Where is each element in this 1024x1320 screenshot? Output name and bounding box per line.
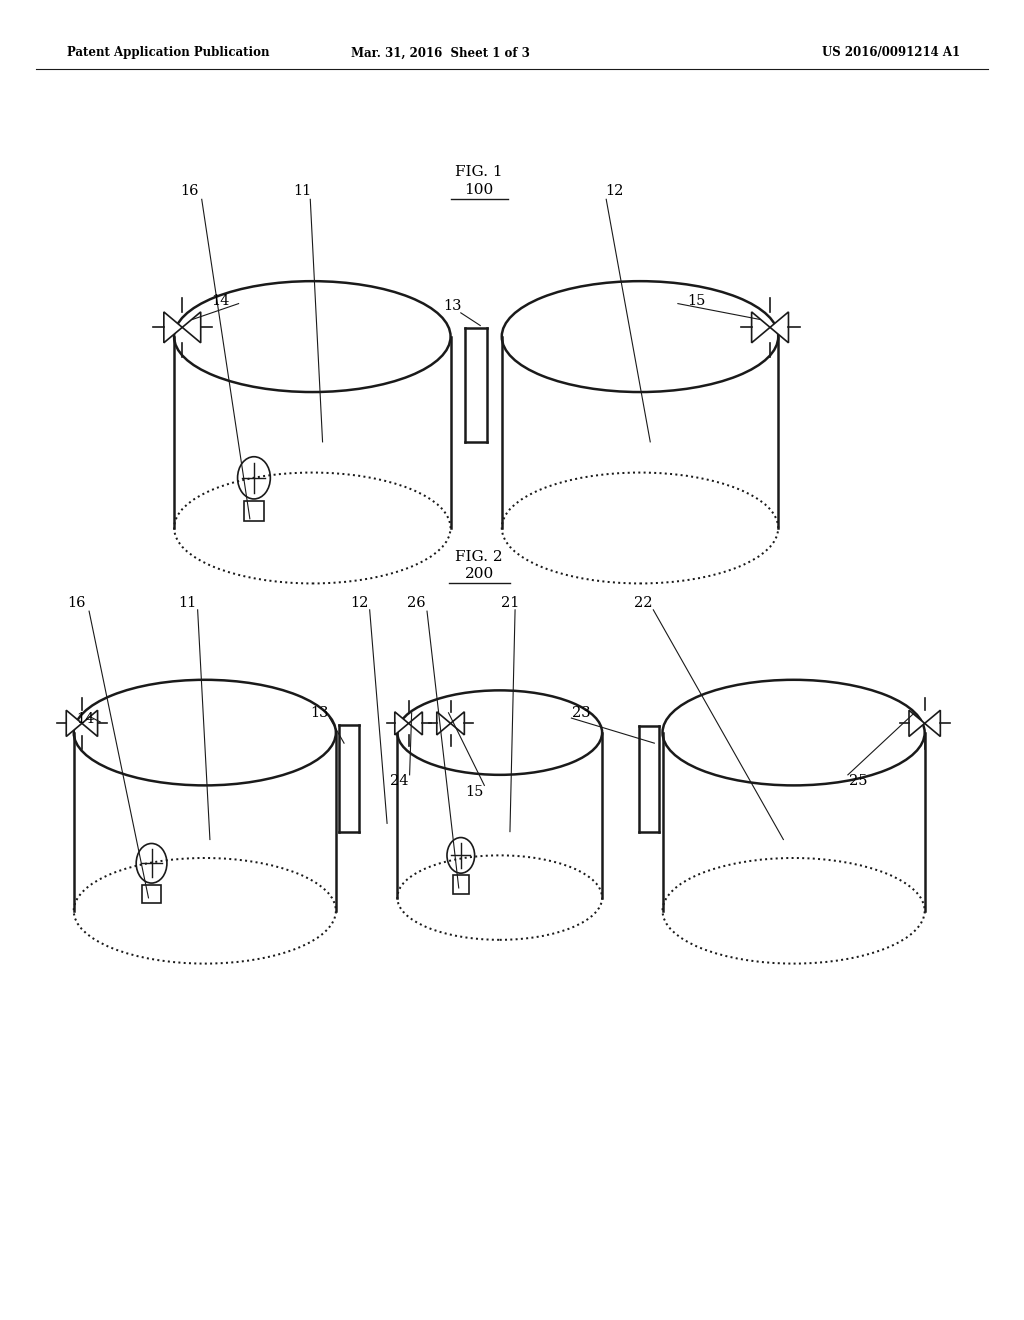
Text: 21: 21 <box>501 597 519 610</box>
Polygon shape <box>925 710 940 737</box>
Text: FIG. 2: FIG. 2 <box>456 550 503 564</box>
Text: 13: 13 <box>443 300 462 313</box>
Text: 14: 14 <box>211 294 229 308</box>
Polygon shape <box>451 711 464 735</box>
Polygon shape <box>409 711 422 735</box>
Text: Mar. 31, 2016  Sheet 1 of 3: Mar. 31, 2016 Sheet 1 of 3 <box>351 46 529 59</box>
Polygon shape <box>395 711 409 735</box>
Text: US 2016/0091214 A1: US 2016/0091214 A1 <box>822 46 959 59</box>
Text: 15: 15 <box>687 294 706 308</box>
Text: 13: 13 <box>310 706 329 719</box>
Polygon shape <box>82 710 97 737</box>
Polygon shape <box>437 711 451 735</box>
Text: 11: 11 <box>178 597 197 610</box>
Text: 16: 16 <box>180 185 199 198</box>
Text: 25: 25 <box>849 775 867 788</box>
Text: 12: 12 <box>350 597 369 610</box>
Text: 24: 24 <box>390 775 409 788</box>
Text: 200: 200 <box>465 568 494 581</box>
Text: 15: 15 <box>465 785 483 799</box>
Text: FIG. 1: FIG. 1 <box>456 165 503 178</box>
Polygon shape <box>182 312 201 343</box>
Text: 100: 100 <box>465 183 494 197</box>
Bar <box>453 875 469 894</box>
Polygon shape <box>909 710 925 737</box>
Text: 23: 23 <box>572 706 591 719</box>
Text: Patent Application Publication: Patent Application Publication <box>67 46 269 59</box>
Text: 22: 22 <box>634 597 652 610</box>
Bar <box>142 884 161 903</box>
Bar <box>244 500 264 520</box>
Polygon shape <box>164 312 182 343</box>
Text: 12: 12 <box>605 185 624 198</box>
Text: 11: 11 <box>293 185 311 198</box>
Polygon shape <box>752 312 770 343</box>
Polygon shape <box>67 710 82 737</box>
Text: 26: 26 <box>408 597 426 610</box>
Text: 16: 16 <box>68 597 86 610</box>
Polygon shape <box>770 312 788 343</box>
Text: 14: 14 <box>76 713 94 726</box>
